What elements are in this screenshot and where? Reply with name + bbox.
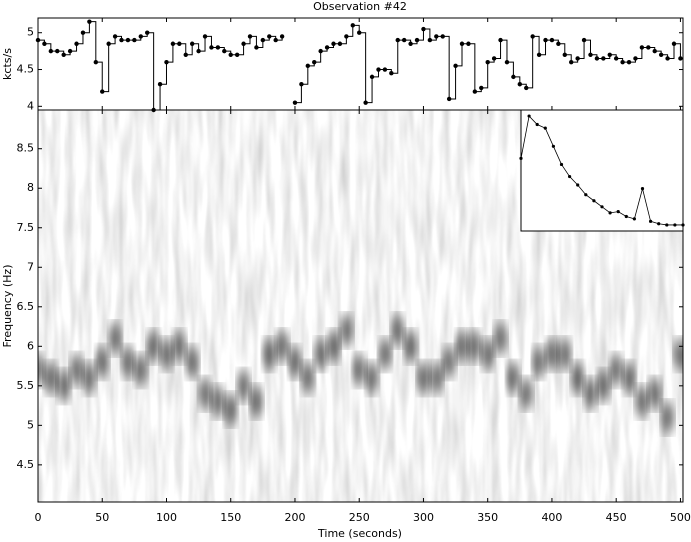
chart-title: Observation #42 [313,0,407,13]
x-tick-label: 500 [670,511,691,524]
power-peak [583,377,598,410]
x-axis-label: Time (seconds) [317,527,402,540]
power-peak [480,338,495,371]
power-peak [352,354,367,387]
power-peak [544,338,559,371]
x-tick-label: 150 [220,511,241,524]
power-peak [429,361,444,394]
power-peak [506,361,521,394]
y-axis-label: kcts/s [1,48,14,80]
power-peak [326,330,341,363]
power-peak [493,322,508,355]
power-peak [159,338,174,371]
power-peak [442,346,457,379]
power-peak [146,330,161,363]
power-peak [609,354,624,387]
y-tick-label: 5 [27,26,34,39]
power-peak [673,338,683,371]
power-peak [236,369,251,402]
x-tick-label: 0 [35,511,42,524]
inset-background [521,110,683,231]
power-peak [390,314,405,347]
power-peak [570,361,585,394]
power-peak [185,346,200,379]
y-tick-label: 6.5 [17,300,35,313]
power-peak [95,346,110,379]
light-curve [38,21,681,111]
power-peak [275,330,290,363]
power-peak [377,338,392,371]
y-tick-label: 8 [27,181,34,194]
x-tick-label: 400 [541,511,562,524]
x-tick-label: 200 [284,511,305,524]
power-peak [56,369,71,402]
power-peak [133,354,148,387]
y-axis-label: Frequency (Hz) [1,265,14,348]
x-tick-label: 450 [606,511,627,524]
y-tick-label: 4.5 [17,458,35,471]
plot-frame [37,109,684,503]
x-tick-label: 350 [477,511,498,524]
x-tick-label: 300 [413,511,434,524]
plot-frame [520,109,684,232]
x-tick-label: 50 [95,511,109,524]
power-peak [38,354,45,387]
power-peak [198,377,213,410]
power-peak [43,361,58,394]
x-tick-label: 250 [349,511,370,524]
power-peak [262,338,277,371]
y-tick-label: 4 [27,99,34,112]
power-peak [69,354,84,387]
x-tick-label: 100 [156,511,177,524]
power-peak [647,377,662,410]
power-peak [455,330,470,363]
power-peak [287,346,302,379]
y-tick-label: 5.5 [17,379,35,392]
power-peak [403,330,418,363]
power-peak [416,361,431,394]
power-peak [519,377,534,410]
power-peak [223,393,238,426]
power-peak [172,330,187,363]
y-tick-label: 4.5 [17,63,35,76]
power-peak [596,369,611,402]
inset-line [520,115,683,226]
spectrogram [38,314,683,434]
power-peak [557,338,572,371]
power-peak [249,385,264,418]
power-peak [634,385,649,418]
y-tick-label: 7.5 [17,221,35,234]
power-peak [467,330,482,363]
y-tick-label: 7 [27,260,34,273]
power-peak [365,361,380,394]
power-peak [660,401,675,434]
power-peak [622,361,637,394]
power-peak [108,322,123,355]
power-peak [300,361,315,394]
y-tick-label: 8.5 [17,142,35,155]
power-peak [210,385,225,418]
power-peak [313,338,328,371]
power-peak [339,314,354,347]
power-peak [82,361,97,394]
y-tick-label: 5 [27,418,34,431]
y-tick-label: 6 [27,339,34,352]
power-peak [532,346,547,379]
power-peak [120,346,135,379]
